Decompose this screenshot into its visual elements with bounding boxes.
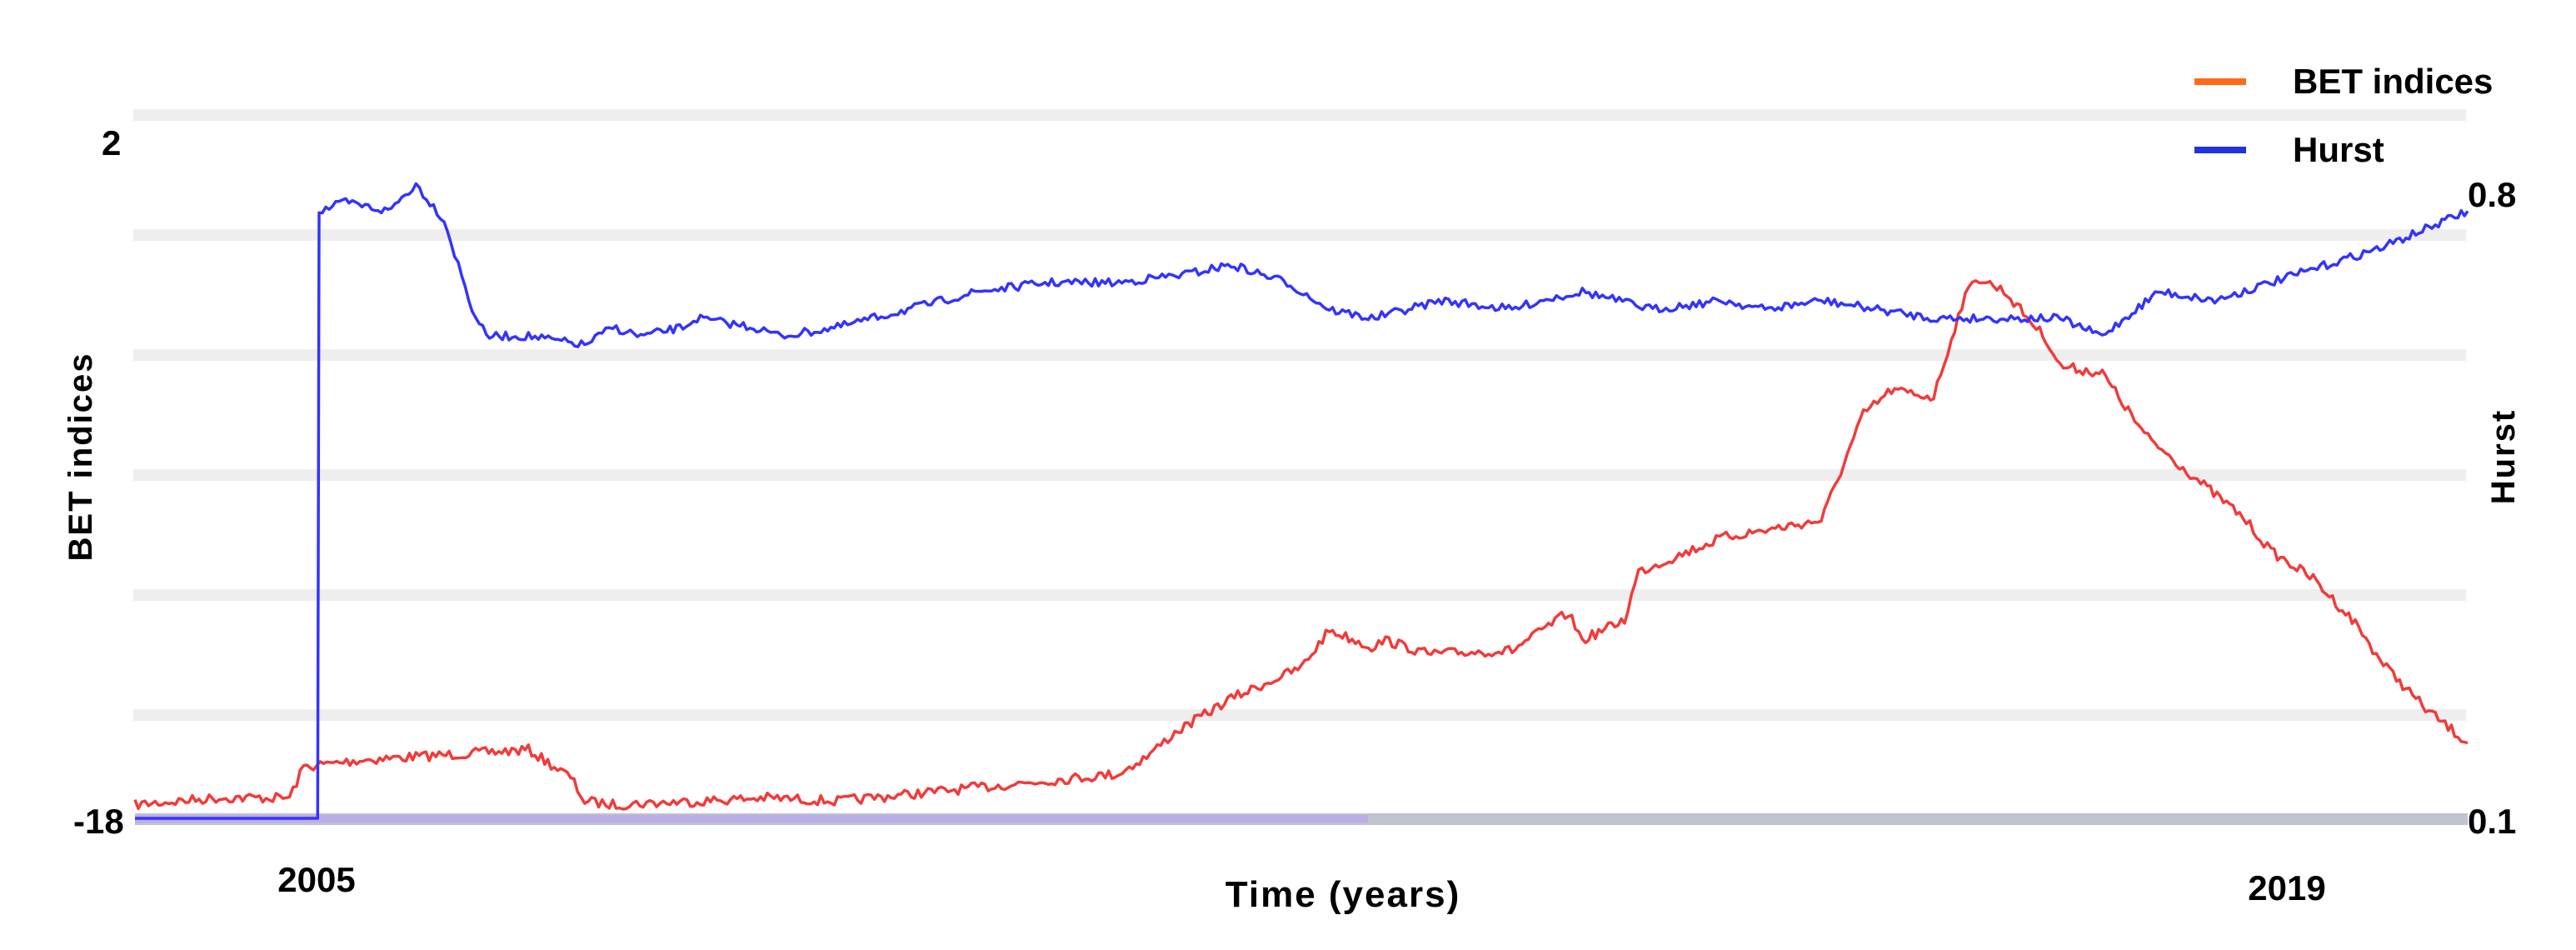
x-tick-2005: 2005 <box>277 860 355 899</box>
x-axis-title: Time (years) <box>1226 874 1460 915</box>
y-right-axis-title: Hurst <box>2485 409 2522 504</box>
x-tick-2019: 2019 <box>2248 868 2325 908</box>
y-left-axis-title: BET indices <box>62 352 99 562</box>
series-line-hurst <box>135 182 2469 820</box>
y-left-tick-top: 2 <box>102 123 121 162</box>
legend-label-hurst: Hurst <box>2293 130 2384 169</box>
legend-label-bet: BET indices <box>2293 62 2493 101</box>
y-right-tick-bottom: 0.1 <box>2468 802 2516 841</box>
y-right-tick-top: 0.8 <box>2468 175 2516 214</box>
series-line-bet-indices <box>133 279 2469 811</box>
legend: BET indices Hurst <box>2194 62 2493 169</box>
x-axis-baseline-tint <box>135 815 1368 822</box>
series-layer <box>133 182 2469 820</box>
y-left-tick-bottom: -18 <box>73 802 124 841</box>
grid <box>133 109 2466 721</box>
